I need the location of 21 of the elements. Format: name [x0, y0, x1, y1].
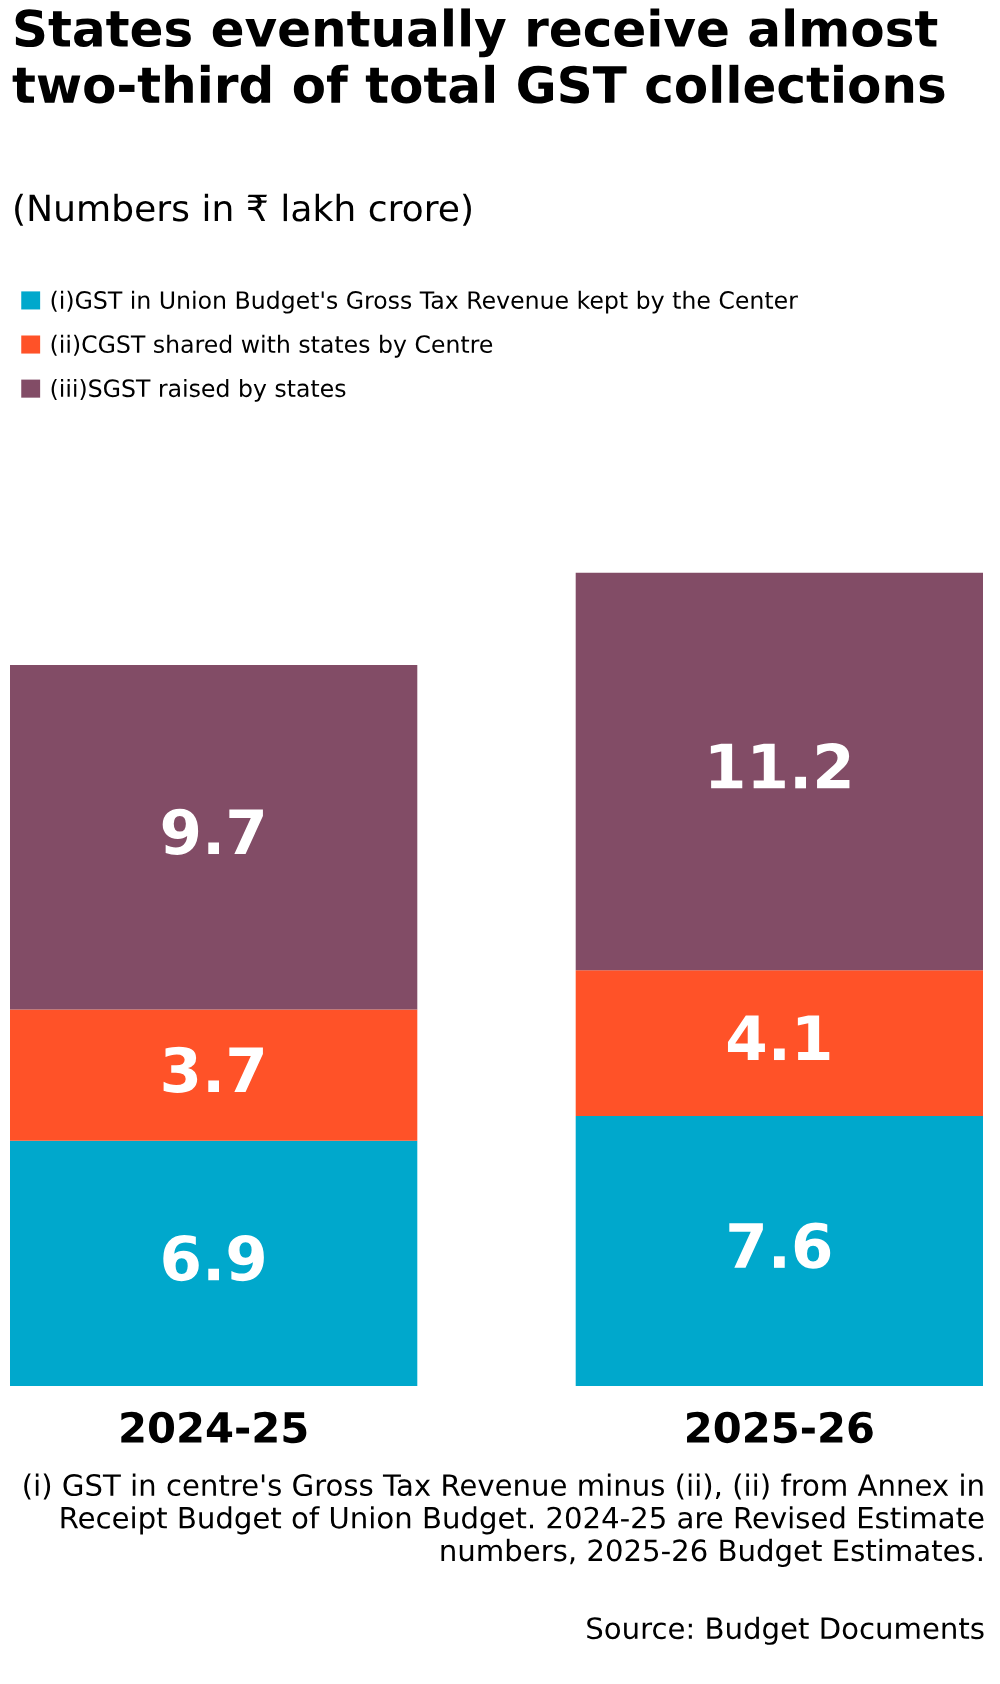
data-label: 4.1 [727, 1015, 830, 1061]
x-tick-label: 2024-25 [121, 1411, 307, 1444]
bar [575, 970, 983, 1116]
text: (i) GST in centre's Gross Tax Revenue minus (ii), (ii) from Annex in Receipt Budget of Union Budget. 2024-25 are Revised Estimate numbers, 2025-26 Budget Estimates. [24, 1473, 984, 1568]
source-note: Source: Budget Documents [587, 1616, 984, 1645]
bar [575, 572, 983, 971]
chart-title: States eventually receive almost two-third of total GST collections [12, 8, 945, 104]
bar [10, 1140, 418, 1386]
data-label: 6.9 [163, 1234, 264, 1282]
chart-subtitle: (Numbers in ₹ lakh crore) [15, 193, 471, 226]
legend-label: (ii)CGST shared with states by Centre [51, 334, 493, 358]
bar [10, 1009, 418, 1141]
bar [10, 664, 418, 1010]
data-label: 3.7 [163, 1046, 263, 1093]
bar [575, 1115, 983, 1386]
legend-label: (iii)SGST raised by states [51, 378, 346, 402]
data-label: 11.2 [710, 742, 850, 789]
legend-label: (i)GST in Union Budget's Gross Tax Revenue kept by the Center [51, 290, 798, 314]
x-tick-label: 2025-26 [687, 1411, 873, 1444]
data-label: 7.6 [729, 1222, 831, 1269]
data-label: 9.7 [162, 808, 263, 855]
